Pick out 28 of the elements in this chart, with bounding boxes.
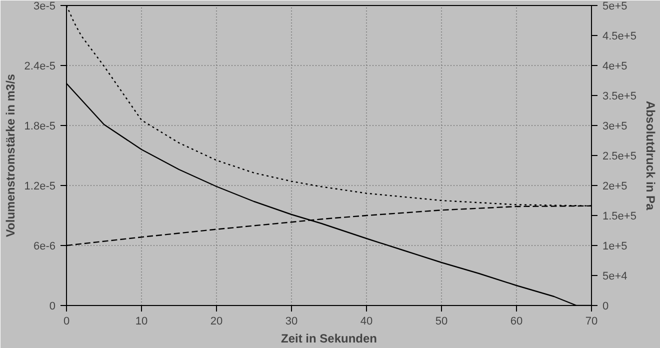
y2-tick-label: 3e+5 [602, 120, 628, 132]
y-axis-title: Volumenstromstärke in m3/s [3, 74, 18, 238]
y-tick-label: 3e-5 [33, 0, 56, 12]
y2-tick-label: 5e+4 [602, 270, 628, 282]
y-tick-label: 0 [49, 300, 56, 312]
x-tick-label: 50 [435, 316, 448, 328]
y2-tick-label: 1e+5 [602, 240, 628, 252]
y2-tick-label: 0 [602, 300, 609, 312]
x-tick-label: 70 [585, 316, 598, 328]
x-tick-label: 60 [510, 316, 523, 328]
y2-tick-label: 1.5e+5 [602, 210, 636, 222]
x-tick-label: 20 [210, 316, 223, 328]
y2-axis-title: Absolutdruck in Pa [643, 100, 658, 210]
y-tick-label: 2.4e-5 [24, 60, 56, 72]
y2-tick-label: 4.5e+5 [602, 30, 636, 42]
y2-tick-label: 3.5e+5 [602, 90, 636, 102]
x-tick-label: 0 [63, 316, 70, 328]
y2-tick-label: 2e+5 [602, 180, 628, 192]
x-tick-label: 40 [360, 316, 373, 328]
y-tick-label: 1.8e-5 [24, 120, 56, 132]
x-axis-title: Zeit in Sekunden [280, 332, 378, 346]
x-tick-label: 10 [135, 316, 148, 328]
y2-tick-label: 2.5e+5 [602, 150, 636, 162]
y2-tick-label: 4e+5 [602, 60, 628, 72]
y-tick-label: 6e-6 [33, 240, 56, 252]
y-tick-label: 1.2e-5 [24, 180, 56, 192]
y2-tick-label: 5e+5 [602, 0, 628, 12]
x-tick-label: 30 [285, 316, 298, 328]
